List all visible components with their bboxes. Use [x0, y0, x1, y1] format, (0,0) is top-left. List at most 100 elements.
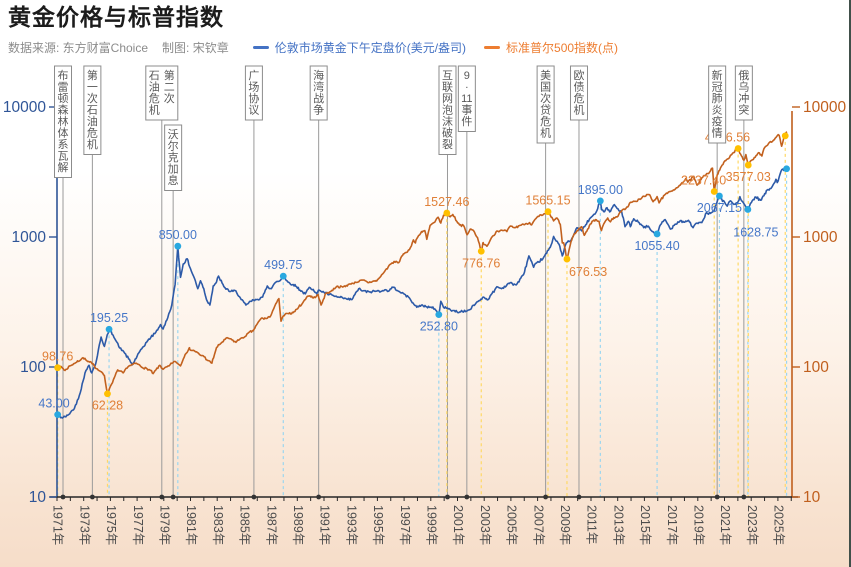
event-label-char: 乌	[738, 80, 749, 94]
x-axis-year-label: 2007年	[531, 505, 545, 545]
event-label-char: 冲	[738, 91, 749, 105]
event-box	[244, 65, 263, 121]
event-axis-dot	[159, 494, 165, 500]
event-label-char: 破	[442, 126, 453, 140]
event-label-char: 11	[461, 93, 472, 105]
event-label-char: 沫	[442, 115, 453, 128]
chart-legend: 伦敦市场黄金下午定盘价(美元/盎司) 标准普尔500指数(点)	[252, 39, 619, 56]
event-box	[309, 65, 328, 121]
sp500-marker-dot	[734, 145, 742, 152]
event-label-char: 海	[313, 68, 324, 82]
event-label-char: 互	[442, 70, 453, 82]
event-label-char: 第	[87, 68, 98, 82]
gold-marker-dot	[174, 242, 182, 250]
event-label-char: 危	[87, 127, 98, 140]
gold-marker-dot	[744, 206, 752, 213]
event-label-char: 顿	[58, 91, 69, 105]
event-label-char: 广	[248, 69, 259, 82]
event-label-char: 协	[248, 91, 259, 105]
event-box	[457, 65, 476, 132]
event-label-char: 解	[58, 160, 69, 174]
gold-series-line	[56, 167, 787, 419]
gold-value-label: 43.00	[38, 397, 69, 411]
event-label-char: 债	[573, 80, 584, 94]
meta-row: 数据来源: 东方财富Choice 制图: 宋钦章 伦敦市场黄金下午定盘价(美元/…	[8, 39, 841, 56]
x-axis-year-label: 1997年	[398, 505, 412, 545]
sp500-value-label: 1527.46	[424, 195, 469, 209]
event-label-char: 林	[58, 114, 69, 128]
event-label-char: 石	[149, 70, 160, 82]
legend-item-gold: 伦敦市场黄金下午定盘价(美元/盎司)	[252, 39, 467, 56]
event-box	[569, 65, 588, 121]
x-axis-year-label: 1987年	[264, 505, 278, 545]
data-source-label: 数据来源: 东方财富Choice	[8, 40, 149, 55]
right-axis-tick-label: 100	[803, 359, 829, 376]
gold-value-label: 252.80	[420, 320, 458, 334]
sp500-marker-dot	[744, 161, 752, 169]
event-box	[164, 124, 183, 191]
event-label-char: 机	[87, 137, 98, 151]
sp500-marker-dot	[544, 208, 552, 216]
x-axis-year-label: 2013年	[611, 505, 625, 545]
event-label-char: 第	[164, 68, 175, 82]
left-axis-tick-label: 10000	[3, 99, 46, 116]
gold-marker-dot	[279, 272, 287, 280]
x-axis-year-label: 2001年	[451, 505, 465, 545]
sp500-value-label: 62.28	[92, 399, 123, 413]
event-label-char: 突	[738, 103, 749, 117]
event-label-char: 一	[87, 82, 98, 94]
left-axis-tick-label: 1000	[12, 229, 47, 246]
x-axis-year-label: 1971年	[51, 505, 65, 545]
event-axis-dot	[464, 494, 470, 500]
x-axis-year-label: 1981年	[184, 505, 198, 545]
event-label-char: 炎	[712, 104, 723, 117]
event-label-char: 贷	[540, 103, 551, 117]
sp500-marker-dot	[443, 209, 451, 217]
event-label-char: 系	[58, 138, 69, 151]
sp500-marker-dot	[781, 132, 789, 140]
chart-header: 黄金价格与标普指数 数据来源: 东方财富Choice 制图: 宋钦章 伦敦市场黄…	[8, 4, 841, 56]
event-label-char: 克	[168, 151, 179, 164]
sp500-series-line	[56, 131, 788, 395]
x-axis-year-label: 2015年	[638, 505, 652, 545]
event-box	[734, 65, 753, 121]
event-axis-dot	[251, 494, 257, 500]
gold-marker-dot	[435, 311, 443, 319]
sp500-value-label: 3577.03	[726, 170, 771, 184]
event-axis-dot	[714, 494, 720, 500]
event-label-char: 美	[540, 69, 551, 82]
gold-value-label: 1895.00	[578, 183, 623, 197]
event-box	[145, 65, 179, 121]
sp500-value-label: 2237.40	[681, 174, 726, 188]
event-label-char: 次	[164, 91, 175, 105]
event-label-char: 议	[248, 104, 259, 117]
event-label-char: 危	[149, 92, 160, 105]
event-label-char: 息	[168, 173, 179, 187]
event-axis-dot	[741, 494, 747, 500]
event-box	[708, 65, 727, 144]
x-axis-year-label: 1989年	[291, 505, 305, 545]
right-axis-tick-label: 1000	[803, 229, 838, 246]
event-axis-dot	[576, 494, 582, 500]
gold-value-label: 2067.15	[697, 201, 742, 215]
event-label-char: 危	[573, 92, 584, 105]
sp500-legend-label: 标准普尔500指数(点)	[506, 40, 619, 55]
event-label-char: 新	[712, 68, 723, 82]
event-label-char: 二	[164, 82, 175, 94]
event-label-char: 9	[464, 70, 470, 82]
sp500-marker-dot	[477, 247, 485, 255]
gold-legend-label: 伦敦市场黄金下午定盘价(美元/盎司)	[274, 40, 467, 55]
sp500-marker-dot	[54, 364, 62, 372]
event-label-char: 裂	[442, 138, 453, 151]
event-label-char: ·	[465, 82, 469, 94]
gold-value-label: 1628.75	[733, 225, 778, 239]
